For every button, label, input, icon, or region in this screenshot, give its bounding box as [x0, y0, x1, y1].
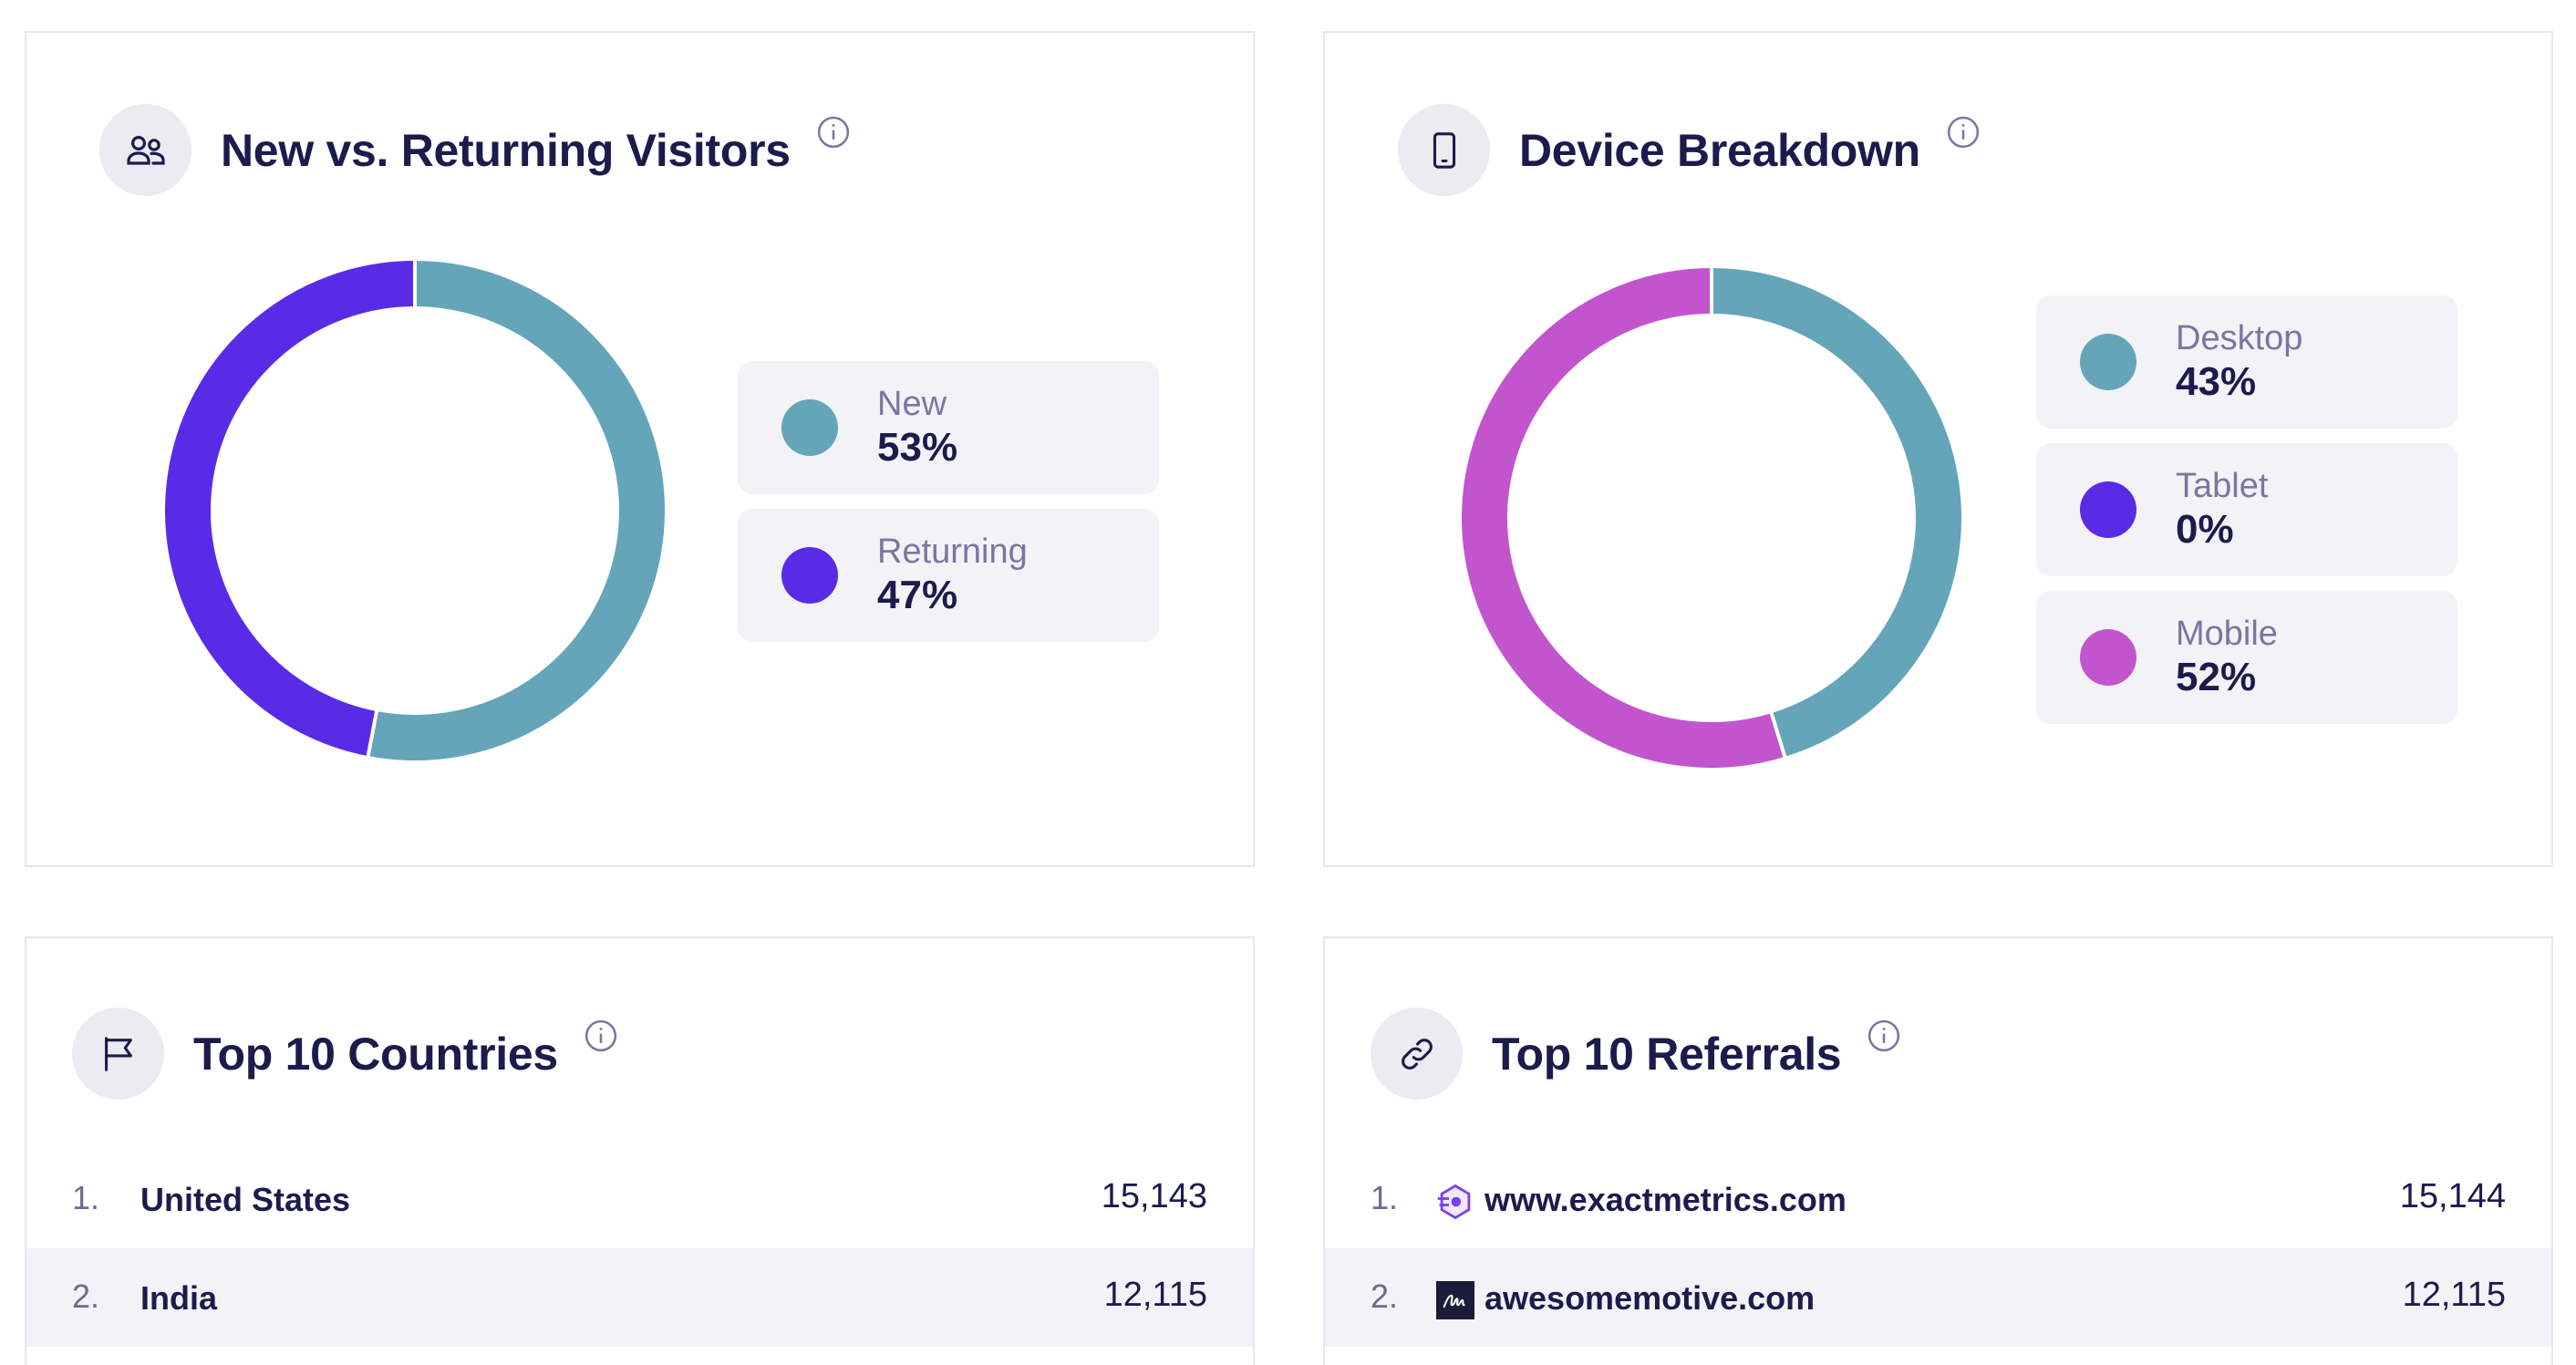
card-title: Top 10 Referrals [1492, 1028, 1842, 1080]
legend-label: Desktop [2176, 319, 2303, 357]
legend-item-returning: Returning 47% [738, 509, 1159, 642]
devices-slice-separator [1769, 710, 1787, 760]
row-referral-domain[interactable]: www.exactmetrics.com [1485, 1181, 1847, 1218]
row-rank: 1. [72, 1179, 100, 1216]
legend-dot-returning [781, 547, 838, 604]
card-title: Device Breakdown [1519, 124, 1920, 176]
card-header: Top 10 Countries [72, 1008, 618, 1100]
legend-dot-desktop [2080, 334, 2136, 390]
legend-dot-tablet [2080, 481, 2136, 538]
card-title: Top 10 Countries [193, 1028, 558, 1080]
countries-list: 1. United States 15,143 2. India 12,115 [26, 1150, 1253, 1347]
row-country-name: United States [140, 1181, 351, 1218]
exactmetrics-favicon-icon [1436, 1183, 1474, 1221]
info-icon[interactable] [816, 115, 851, 154]
new-vs-returning-card: New vs. Returning Visitors New 53% Retur… [25, 31, 1255, 867]
top-referrals-card: Top 10 Referrals 1. www.exactmetrics.com… [1323, 936, 2553, 1365]
row-value: 15,144 [2399, 1177, 2506, 1215]
awesomemotive-favicon-icon [1436, 1281, 1474, 1319]
legend-item-new: New 53% [738, 361, 1159, 494]
devices-legend: Desktop 43% Tablet 0% Mobile 52% [2036, 295, 2457, 739]
legend-item-mobile: Mobile 52% [2036, 591, 2457, 724]
row-rank: 2. [1371, 1277, 1399, 1315]
card-title: New vs. Returning Visitors [221, 124, 791, 176]
legend-value: 43% [2176, 359, 2257, 404]
legend-label: Returning [877, 533, 1028, 571]
list-item: 1. United States 15,143 [26, 1150, 1253, 1248]
card-header: New vs. Returning Visitors [99, 104, 851, 196]
legend-item-desktop: Desktop 43% [2036, 295, 2457, 429]
legend-value: 53% [877, 425, 958, 470]
legend-value: 52% [2176, 655, 2257, 699]
row-referral-domain[interactable]: awesomemotive.com [1485, 1279, 1816, 1317]
row-value: 15,143 [1101, 1177, 1207, 1215]
top-countries-card: Top 10 Countries 1. United States 15,143… [25, 936, 1255, 1365]
legend-dot-mobile [2080, 629, 2136, 686]
info-icon[interactable] [584, 1019, 618, 1058]
row-rank: 1. [1371, 1179, 1399, 1216]
row-value: 12,115 [2402, 1276, 2506, 1314]
visitors-legend: New 53% Returning 47% [738, 361, 1159, 657]
row-country-name: India [140, 1279, 218, 1317]
legend-value: 0% [2176, 507, 2234, 552]
row-value: 12,115 [1103, 1276, 1207, 1314]
device-breakdown-card: Device Breakdown Desktop 43% Tablet 0% M… [1323, 31, 2553, 867]
card-header: Top 10 Referrals [1371, 1008, 1901, 1100]
visitors-slice-separator [366, 708, 379, 759]
row-rank: 2. [72, 1277, 100, 1315]
legend-label: New [877, 385, 947, 423]
legend-dot-new [781, 399, 838, 456]
referrals-list: 1. www.exactmetrics.com 15,144 2. aw [1325, 1150, 2551, 1347]
legend-item-tablet: Tablet 0% [2036, 443, 2457, 576]
visitors-slice-returning[interactable] [165, 261, 416, 757]
legend-value: 47% [877, 573, 958, 617]
legend-label: Tablet [2176, 467, 2269, 505]
list-item: 2. awesomemotive.com 12,115 [1325, 1248, 2551, 1347]
users-icon [99, 104, 191, 196]
flag-icon [72, 1008, 164, 1100]
list-item: 2. India 12,115 [26, 1248, 1253, 1347]
visitors-slice-new[interactable] [367, 261, 665, 760]
card-header: Device Breakdown [1398, 104, 1981, 196]
devices-slice-mobile[interactable] [1462, 268, 1785, 768]
link-icon [1371, 1008, 1463, 1100]
info-icon[interactable] [1867, 1019, 1901, 1058]
list-item: 1. www.exactmetrics.com 15,144 [1325, 1150, 2551, 1248]
mobile-device-icon [1398, 104, 1490, 196]
devices-slice-desktop[interactable] [1711, 268, 1961, 757]
devices-donut-chart [1462, 268, 1961, 768]
visitors-donut-chart [165, 261, 665, 760]
legend-label: Mobile [2176, 615, 2278, 653]
info-icon[interactable] [1946, 115, 1981, 154]
